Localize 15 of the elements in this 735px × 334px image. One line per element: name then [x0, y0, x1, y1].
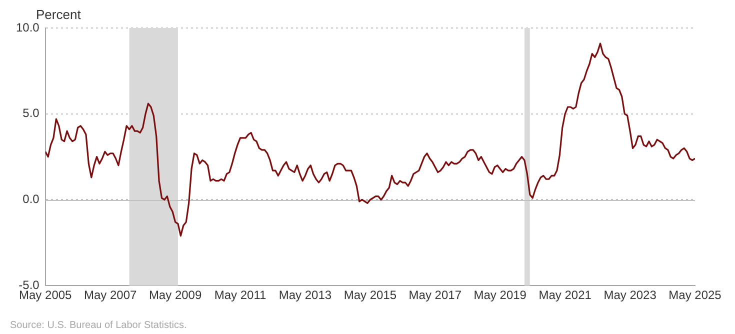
x-tick-label: May 2025 [668, 288, 722, 302]
x-tick-label: May 2011 [214, 288, 266, 302]
x-tick-label: May 2007 [84, 288, 137, 302]
x-tick-label: May 2013 [278, 288, 332, 302]
source-note: Source: U.S. Bureau of Labor Statistics. [10, 320, 187, 331]
y-tick-label: 5.0 [22, 106, 40, 120]
x-tick-label: May 2017 [408, 288, 462, 302]
x-tick-label: May 2009 [148, 288, 202, 302]
x-tick-label: May 2015 [344, 288, 397, 302]
y-axis-title: Percent [36, 7, 82, 22]
x-tick-label: May 2021 [538, 288, 592, 302]
y-tick-label: 10.0 [16, 20, 40, 34]
x-tick-label: May 2019 [474, 288, 527, 302]
x-tick-label: May 2023 [604, 288, 657, 302]
y-tick-label: 0.0 [22, 192, 40, 206]
